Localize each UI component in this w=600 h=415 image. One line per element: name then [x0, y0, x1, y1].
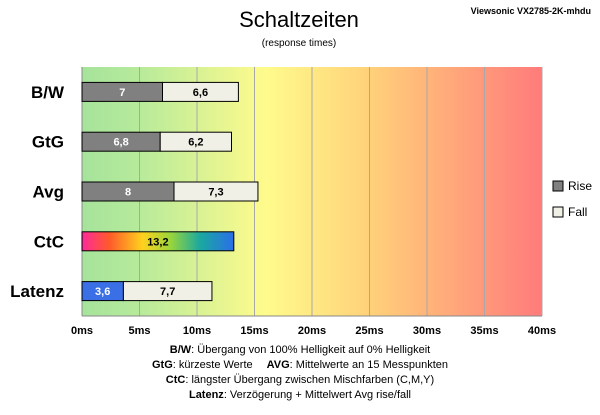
footer-key-latenz: Latenz [188, 389, 224, 401]
x-tick-label-6: 30ms [413, 325, 441, 337]
x-tick-labels: 0ms 5ms 10ms 15ms 20ms 25ms 30ms 35ms 40ms [71, 325, 556, 337]
category-label-1: GtG [32, 133, 64, 152]
x-tick-label-3: 15ms [240, 325, 268, 337]
footer-text-avg: : Mittelwerte an 15 Messpunkten [289, 359, 449, 371]
footer-line-gtg-avg: GtG: kürzeste Werte AVG: Mittelwerte an 1… [0, 358, 600, 373]
legend-label-fall: Fall [568, 205, 587, 219]
bar-label-fall-0: 6,6 [193, 87, 208, 99]
footer-text-bw: : Übergang von 100% Helligkeit auf 0% He… [191, 344, 431, 356]
legend-swatch-fall [552, 206, 564, 218]
legend-label-rise: Rise [568, 179, 592, 193]
legend: Rise Fall [552, 179, 592, 219]
x-tick-label-5: 25ms [355, 325, 383, 337]
x-tick-label-1: 5ms [128, 325, 150, 337]
category-label-3: CtC [34, 232, 64, 251]
bar-label-rise-1: 6,8 [113, 137, 128, 149]
category-labels: B/W GtG Avg CtC Latenz [10, 83, 65, 301]
x-tick-label-2: 10ms [183, 325, 211, 337]
chart-title: Schaltzeiten [239, 7, 359, 32]
footer-line-latenz: Latenz: Verzögerung + Mittelwert Avg ris… [0, 388, 600, 403]
category-label-2: Avg [33, 183, 65, 202]
footer-text-gtg: : kürzeste Werte [172, 359, 253, 371]
footer-key-avg: AVG [266, 359, 290, 371]
bar-label-rise-2: 8 [125, 187, 131, 199]
footer-notes: B/W: Übergang von 100% Helligkeit auf 0%… [0, 343, 600, 403]
bar-label-rise-4: 3,6 [95, 286, 110, 298]
footer-text-latenz: : Verzögerung + Mittelwert Avg rise/fall [223, 389, 412, 401]
footer-text-ctc: : längster Übergang zwischen Mischfarben… [185, 374, 435, 386]
x-tick-label-4: 20ms [298, 325, 326, 337]
bar-fall-2 [173, 181, 259, 202]
category-label-0: B/W [31, 83, 65, 102]
monitor-model-label: Viewsonic VX2785-2K-mhdu [471, 6, 591, 16]
footer-key-gtg: GtG [151, 359, 173, 371]
footer-key-bw: B/W [169, 344, 192, 356]
footer-line-bw: B/W: Übergang von 100% Helligkeit auf 0%… [0, 343, 600, 358]
category-label-4: Latenz [10, 282, 64, 301]
bar-label-fall-1: 6,2 [188, 137, 203, 149]
bar-fall-1 [159, 131, 232, 152]
bar-label-ctc: 13,2 [147, 236, 168, 248]
chart-subtitle: (response times) [262, 38, 336, 49]
legend-swatch-rise [552, 180, 564, 192]
footer-key-ctc: CtC [165, 374, 186, 386]
bars: 7 6,6 6,8 6,2 8 7,3 13,2 3,6 7,7 [81, 81, 259, 302]
bar-fall-4 [122, 281, 213, 302]
bar-ctc [81, 231, 235, 252]
x-tick-label-7: 35ms [470, 325, 498, 337]
bar-fall-0 [162, 81, 239, 102]
bar-label-fall-4: 7,7 [160, 286, 175, 298]
bar-label-rise-0: 7 [119, 87, 125, 99]
bar-label-fall-2: 7,3 [208, 187, 223, 199]
footer-line-ctc: CtC: längster Übergang zwischen Mischfar… [0, 373, 600, 388]
x-tick-label-0: 0ms [71, 325, 93, 337]
x-tick-label-8: 40ms [528, 325, 556, 337]
